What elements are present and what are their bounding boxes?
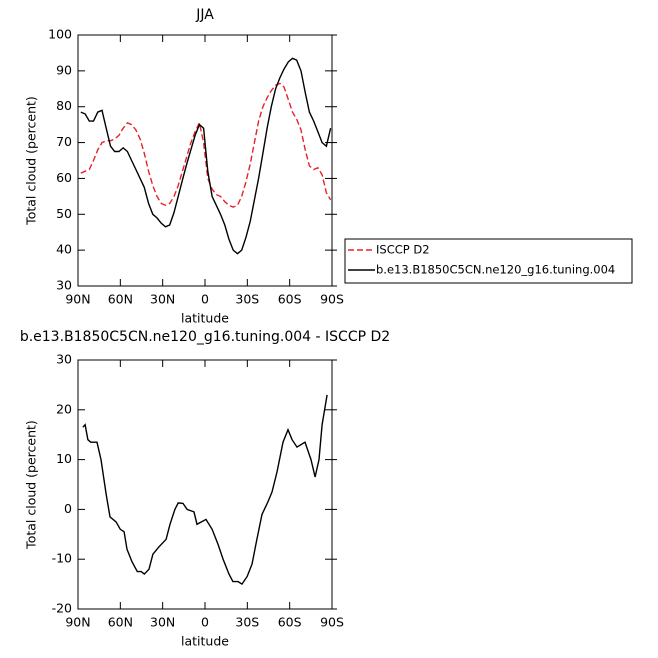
x-tick-label: 30N: [150, 292, 175, 307]
line-series: [80, 82, 332, 208]
x-axis-label: latitude: [181, 311, 229, 326]
x-tick-label: 0: [201, 292, 209, 307]
x-tick-label: 0: [201, 615, 209, 630]
x-tick-label: 30S: [235, 292, 259, 307]
y-axis-label: Total cloud (percent): [24, 420, 39, 550]
legend-label: b.e13.B1850C5CN.ne120_g16.tuning.004: [376, 263, 615, 277]
y-axis-label: Total cloud (percent): [24, 96, 39, 226]
y-tick-label: 60: [56, 170, 72, 185]
y-tick-label: 80: [56, 98, 72, 113]
y-tick-label: 100: [48, 27, 72, 42]
y-tick-label: 40: [56, 242, 72, 257]
x-axis-label: latitude: [181, 634, 229, 649]
x-tick-label: 90S: [320, 292, 344, 307]
y-tick-label: -20: [52, 601, 72, 616]
x-tick-label: 30S: [235, 615, 259, 630]
y-tick-label: 0: [64, 501, 72, 516]
plot-frame: [77, 359, 333, 610]
chart-title: JJA: [195, 7, 214, 23]
chart-title: b.e13.B1850C5CN.ne120_g16.tuning.004 - I…: [20, 329, 390, 345]
x-tick-label: 30N: [150, 615, 175, 630]
x-tick-label: 60S: [278, 615, 302, 630]
x-tick-label: 90S: [320, 615, 344, 630]
y-tick-label: -10: [52, 551, 72, 566]
line-series: [80, 57, 332, 255]
x-tick-label: 60N: [108, 615, 133, 630]
y-tick-label: 30: [56, 352, 72, 367]
x-tick-label: 90N: [65, 292, 90, 307]
x-tick-label: 60S: [278, 292, 302, 307]
line-series: [82, 394, 328, 586]
legend-label: ISCCP D2: [376, 243, 430, 257]
x-tick-label: 60N: [108, 292, 133, 307]
y-tick-label: 30: [56, 278, 72, 293]
legend-box: [344, 238, 633, 284]
x-tick-label: 90N: [65, 615, 90, 630]
y-tick-label: 70: [56, 134, 72, 149]
plot-frame: [77, 34, 333, 287]
y-tick-label: 20: [56, 401, 72, 416]
y-tick-label: 50: [56, 206, 72, 221]
y-tick-label: 10: [56, 451, 72, 466]
y-tick-label: 90: [56, 62, 72, 77]
